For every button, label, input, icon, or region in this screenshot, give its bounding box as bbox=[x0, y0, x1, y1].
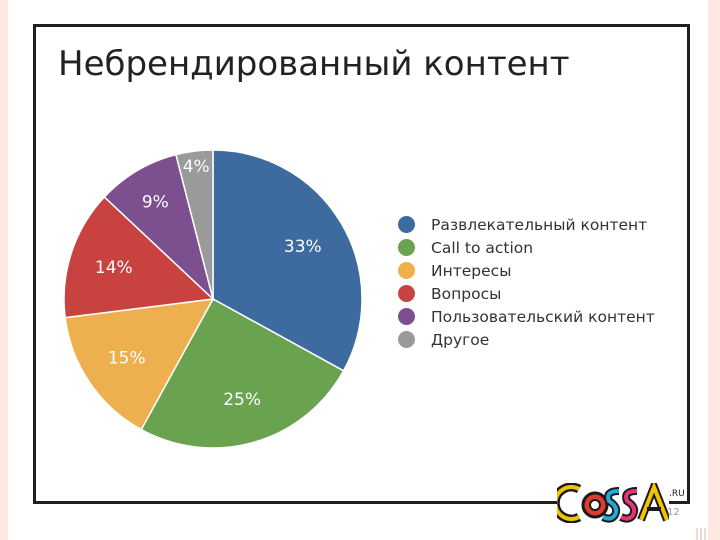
slice-value-label: 25% bbox=[223, 390, 261, 410]
corner-decoration bbox=[696, 528, 706, 540]
legend-label: Вопросы bbox=[431, 284, 502, 303]
slice-value-label: 14% bbox=[95, 258, 133, 278]
legend-swatch bbox=[398, 308, 415, 325]
pie-slice-6 bbox=[175, 149, 214, 300]
slice-value-label: 15% bbox=[108, 349, 146, 369]
cossa-logo bbox=[557, 483, 669, 523]
pie-slice-3 bbox=[64, 298, 215, 431]
legend-swatch bbox=[398, 285, 415, 302]
legend-item: Пользовательский контент bbox=[398, 305, 655, 328]
legend-item: Развлекательный контент bbox=[398, 213, 655, 236]
logo-domain-suffix: .RU bbox=[669, 489, 685, 499]
legend-label: Другое bbox=[431, 330, 490, 349]
pie-slice-5 bbox=[103, 153, 215, 302]
legend-item: Call to action bbox=[398, 236, 655, 259]
legend-label: Развлекательный контент bbox=[431, 215, 648, 234]
legend-swatch bbox=[398, 262, 415, 279]
page-number: 12 bbox=[667, 507, 680, 518]
chart-legend: Развлекательный контент Call to action Инт… bbox=[398, 213, 655, 351]
legend-item: Интересы bbox=[398, 259, 655, 282]
legend-label: Интересы bbox=[431, 261, 512, 280]
slice-value-label: 4% bbox=[183, 157, 210, 177]
slice-value-label: 33% bbox=[284, 237, 322, 257]
pie-slice-1 bbox=[212, 149, 363, 372]
legend-swatch bbox=[398, 331, 415, 348]
legend-item: Другое bbox=[398, 328, 655, 351]
legend-swatch bbox=[398, 239, 415, 256]
legend-item: Вопросы bbox=[398, 282, 655, 305]
legend-label: Пользовательский контент bbox=[431, 307, 655, 326]
slice-value-label: 9% bbox=[142, 193, 169, 213]
slide-title: Небрендированный контент bbox=[58, 44, 570, 84]
legend-label: Call to action bbox=[431, 238, 534, 257]
legend-swatch bbox=[398, 216, 415, 233]
pie-slice-4 bbox=[63, 195, 215, 319]
pie-slice-2 bbox=[140, 297, 345, 449]
